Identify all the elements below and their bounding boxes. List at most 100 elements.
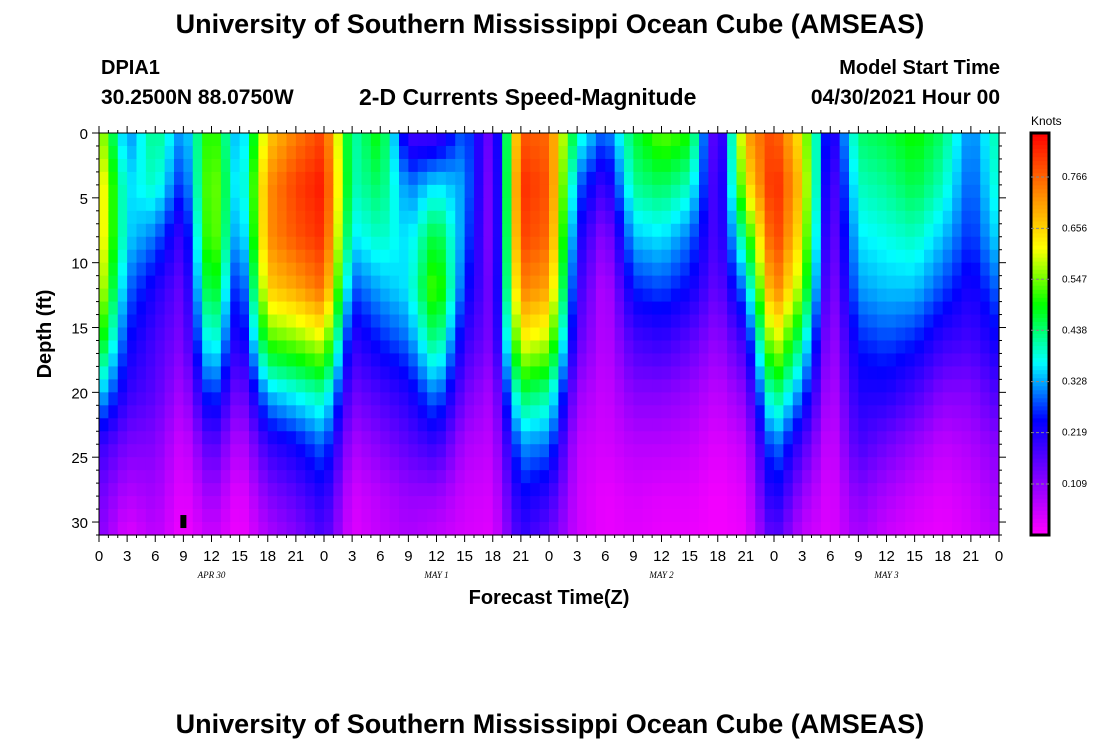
heatmap-cell — [314, 210, 325, 225]
heatmap-cell — [614, 444, 625, 458]
heatmap-cell — [539, 444, 550, 458]
colorbar-cell — [1031, 309, 1049, 315]
heatmap-cell — [830, 314, 841, 329]
heatmap-cell — [539, 405, 550, 419]
heatmap-cell — [802, 353, 813, 368]
heatmap-cell — [652, 158, 663, 173]
heatmap-cell — [586, 171, 597, 186]
heatmap-cell — [380, 301, 391, 316]
heatmap-cell — [792, 379, 803, 393]
heatmap-cell — [905, 197, 916, 212]
heatmap-cell — [258, 327, 269, 342]
heatmap-cell — [136, 223, 147, 238]
heatmap-cell — [811, 444, 822, 458]
heatmap-cell — [474, 145, 484, 160]
heatmap-cell — [174, 249, 184, 264]
heatmap-cell — [680, 327, 691, 342]
heatmap-cell — [942, 314, 953, 329]
heatmap-cell — [774, 353, 784, 368]
heatmap-cell — [211, 236, 222, 251]
heatmap-cell — [989, 418, 1000, 432]
heatmap-cell — [820, 262, 831, 277]
heatmap-cell — [961, 444, 972, 458]
heatmap-cell — [736, 509, 747, 523]
heatmap-cell — [567, 158, 578, 173]
heatmap-cell — [417, 327, 428, 342]
heatmap-cell — [755, 133, 766, 147]
heatmap-cell — [511, 483, 522, 497]
heatmap-cell — [539, 158, 550, 173]
heatmap-cell — [736, 314, 747, 329]
heatmap-cell — [670, 470, 681, 484]
colorbar-cell — [1031, 281, 1049, 287]
heatmap-cell — [820, 522, 831, 536]
heatmap-cell — [736, 457, 747, 471]
heatmap-cell — [886, 327, 897, 342]
heatmap-cell — [277, 314, 288, 329]
heatmap-cell — [717, 418, 728, 432]
heatmap-cell — [389, 133, 400, 147]
heatmap-cell — [108, 509, 119, 523]
heatmap-cell — [670, 392, 681, 406]
heatmap-cell — [492, 431, 503, 445]
heatmap-cell — [745, 418, 756, 432]
heatmap-cell — [427, 366, 438, 380]
heatmap-cell — [652, 509, 663, 523]
heatmap-cell — [811, 197, 822, 212]
heatmap-cell — [267, 184, 278, 199]
colorbar-tick-label: 0.328 — [1062, 377, 1087, 388]
heatmap-cell — [680, 262, 691, 277]
heatmap-cell — [408, 483, 419, 497]
heatmap-cell — [211, 392, 222, 406]
heatmap-cell — [455, 509, 466, 523]
heatmap-cell — [661, 496, 672, 510]
heatmap-cell — [117, 210, 128, 225]
heatmap-cell — [614, 366, 625, 380]
heatmap-cell — [820, 133, 831, 147]
heatmap-cell — [258, 197, 269, 212]
heatmap-cell — [567, 444, 578, 458]
heatmap-cell — [136, 470, 147, 484]
heatmap-cell — [905, 457, 916, 471]
heatmap-cell — [277, 133, 288, 147]
heatmap-cell — [145, 301, 156, 316]
heatmap-cell — [567, 314, 578, 329]
heatmap-cell — [708, 405, 719, 419]
heatmap-cell — [820, 392, 831, 406]
heatmap-cell — [549, 133, 559, 147]
heatmap-cell — [586, 236, 597, 251]
heatmap-cell — [530, 509, 541, 523]
heatmap-cell — [577, 470, 588, 484]
heatmap-cell — [314, 340, 325, 355]
heatmap-cell — [530, 496, 541, 510]
heatmap-cell — [933, 353, 944, 368]
heatmap-cell — [830, 288, 841, 303]
heatmap-cell — [352, 301, 363, 316]
heatmap-cell — [624, 262, 634, 277]
heatmap-cell — [586, 288, 597, 303]
heatmap-cell — [277, 470, 288, 484]
heatmap-cell — [99, 133, 109, 147]
heatmap-cell — [164, 340, 175, 355]
heatmap-cell — [183, 133, 194, 147]
heatmap-cell — [117, 405, 128, 419]
heatmap-cell — [605, 340, 616, 355]
heatmap-cell — [436, 444, 447, 458]
heatmap-cell — [286, 184, 297, 199]
heatmap-cell — [820, 171, 831, 186]
heatmap-cell — [774, 314, 784, 329]
heatmap-cell — [633, 496, 644, 510]
heatmap-cell — [830, 483, 841, 497]
heatmap-cell — [830, 210, 841, 225]
heatmap-cell — [717, 249, 728, 264]
heatmap-cell — [567, 483, 578, 497]
heatmap-cell — [370, 197, 381, 212]
heatmap-cell — [586, 457, 597, 471]
x-tick-label: 12 — [653, 548, 670, 565]
heatmap-cell — [361, 133, 372, 147]
heatmap-cell — [680, 197, 691, 212]
heatmap-cell — [699, 470, 709, 484]
heatmap-cell — [183, 340, 194, 355]
heatmap-cell — [764, 509, 775, 523]
heatmap-cell — [445, 236, 456, 251]
